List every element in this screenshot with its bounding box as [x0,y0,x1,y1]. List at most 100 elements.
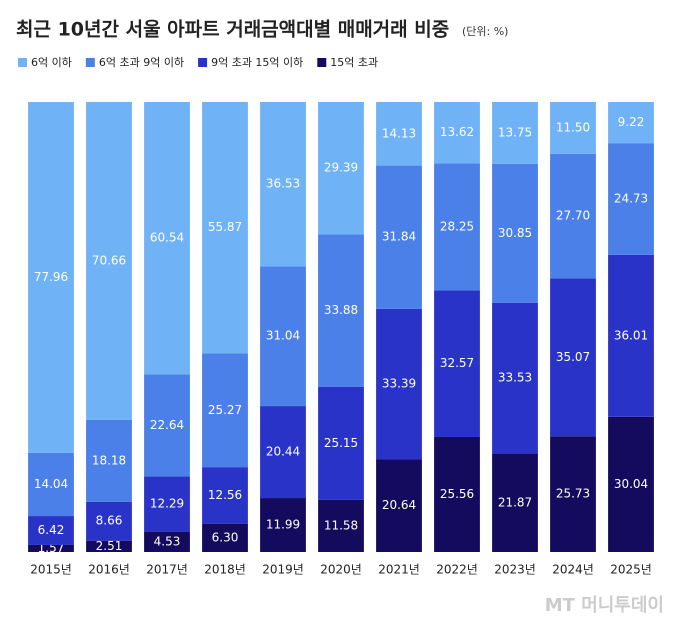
bar-segment [318,499,364,552]
value-label: 32.57 [440,356,474,370]
bar-segment [608,102,654,144]
bar-segment [144,476,190,532]
bar-segment [434,436,480,552]
value-label: 11.50 [556,120,590,134]
legend-label: 6억 초과 9억 이하 [99,55,184,69]
bar-segment [86,540,132,552]
x-tick-label: 2025년 [610,563,652,577]
x-tick-label: 2019년 [262,563,304,577]
legend-swatch [85,58,95,67]
x-tick-label: 2016년 [88,563,130,577]
x-tick-label: 2021년 [378,563,420,577]
value-label: 14.13 [382,126,416,140]
value-label: 33.39 [382,376,416,390]
value-label: 36.01 [614,328,648,342]
value-label: 31.04 [266,329,300,343]
legend-label: 9억 초과 15억 이하 [211,55,303,69]
value-label: 2.51 [96,539,123,553]
value-label: 29.39 [324,161,358,175]
value-label: 24.73 [614,192,648,206]
bar-segment [608,143,654,255]
bar-segment [376,308,422,460]
bar-segment [28,102,74,453]
bar-segment [318,386,364,500]
value-label: 30.85 [498,226,532,240]
legend-swatch [18,58,27,67]
value-label: 12.29 [150,496,184,510]
value-label: 35.07 [556,350,590,364]
value-label: 18.18 [92,453,126,467]
value-label: 6.30 [212,530,239,544]
bar-segment [202,523,248,552]
bar-segment [144,531,190,552]
bar-segment [434,290,480,437]
x-tick-label: 2018년 [204,563,246,577]
bar-segment [86,501,132,541]
bar-segment [608,416,654,552]
bar-segment [492,453,538,552]
bar-segment [550,436,596,552]
x-tick-label: 2015년 [30,563,72,577]
value-label: 21.87 [498,495,532,509]
value-label: 31.84 [382,230,416,244]
bar-segment [376,102,422,166]
value-label: 13.75 [498,125,532,139]
value-label: 55.87 [208,220,242,234]
value-label: 60.54 [150,231,184,245]
x-tick-label: 2024년 [552,563,594,577]
value-label: 14.04 [34,477,68,491]
bar-segment [376,165,422,309]
bar-segment [260,102,306,267]
value-label: 6.42 [38,523,65,537]
legend-label: 6억 이하 [31,55,72,69]
bar-segment [260,406,306,499]
bar-segment [318,102,364,235]
watermark: MT 머니투데이 [545,595,664,616]
chart-subtitle: (단위: %) [462,25,508,38]
value-label: 25.15 [324,436,358,450]
x-tick-label: 2022년 [436,563,478,577]
legend-swatch [317,58,327,67]
bar-segment [550,153,596,279]
legend-swatch [198,58,208,67]
x-tick-label: 2023년 [494,563,536,577]
bar-segment [434,163,480,291]
bar-segment [608,254,654,417]
bar-segment [550,278,596,437]
value-label: 13.62 [440,125,474,139]
bar-segment [86,101,132,420]
value-label: 8.66 [96,514,123,528]
value-label: 12.56 [208,488,242,502]
x-tick-label: 2020년 [320,563,362,577]
legend-label: 15억 초과 [330,56,378,69]
bar-segment [28,452,74,517]
bar-segment [492,102,538,164]
value-label: 25.27 [208,403,242,417]
bar-segment [550,102,596,154]
bar-segment [492,302,538,454]
value-label: 9.22 [618,115,645,129]
value-label: 25.73 [556,487,590,501]
value-label: 22.64 [150,418,184,432]
bar-segment [202,353,248,468]
value-label: 20.64 [382,498,416,512]
value-label: 28.25 [440,219,474,233]
bar-segment [376,459,422,552]
value-label: 4.53 [154,534,181,548]
bar-segment [434,102,480,164]
value-label: 33.53 [498,371,532,385]
value-label: 20.44 [266,445,300,459]
value-label: 30.04 [614,477,648,491]
value-label: 33.88 [324,303,358,317]
value-label: 27.70 [556,209,590,223]
bar-segment [144,374,190,477]
chart-title: 최근 10년간 서울 아파트 거래금액대별 매매거래 비중 [16,19,449,41]
bar-segment [492,163,538,303]
value-label: 36.53 [266,177,300,191]
bar-segment [28,544,74,552]
bar-segment [28,516,74,545]
bar-segment [144,102,190,375]
bar-segment [260,498,306,552]
x-tick-label: 2017년 [146,563,188,577]
